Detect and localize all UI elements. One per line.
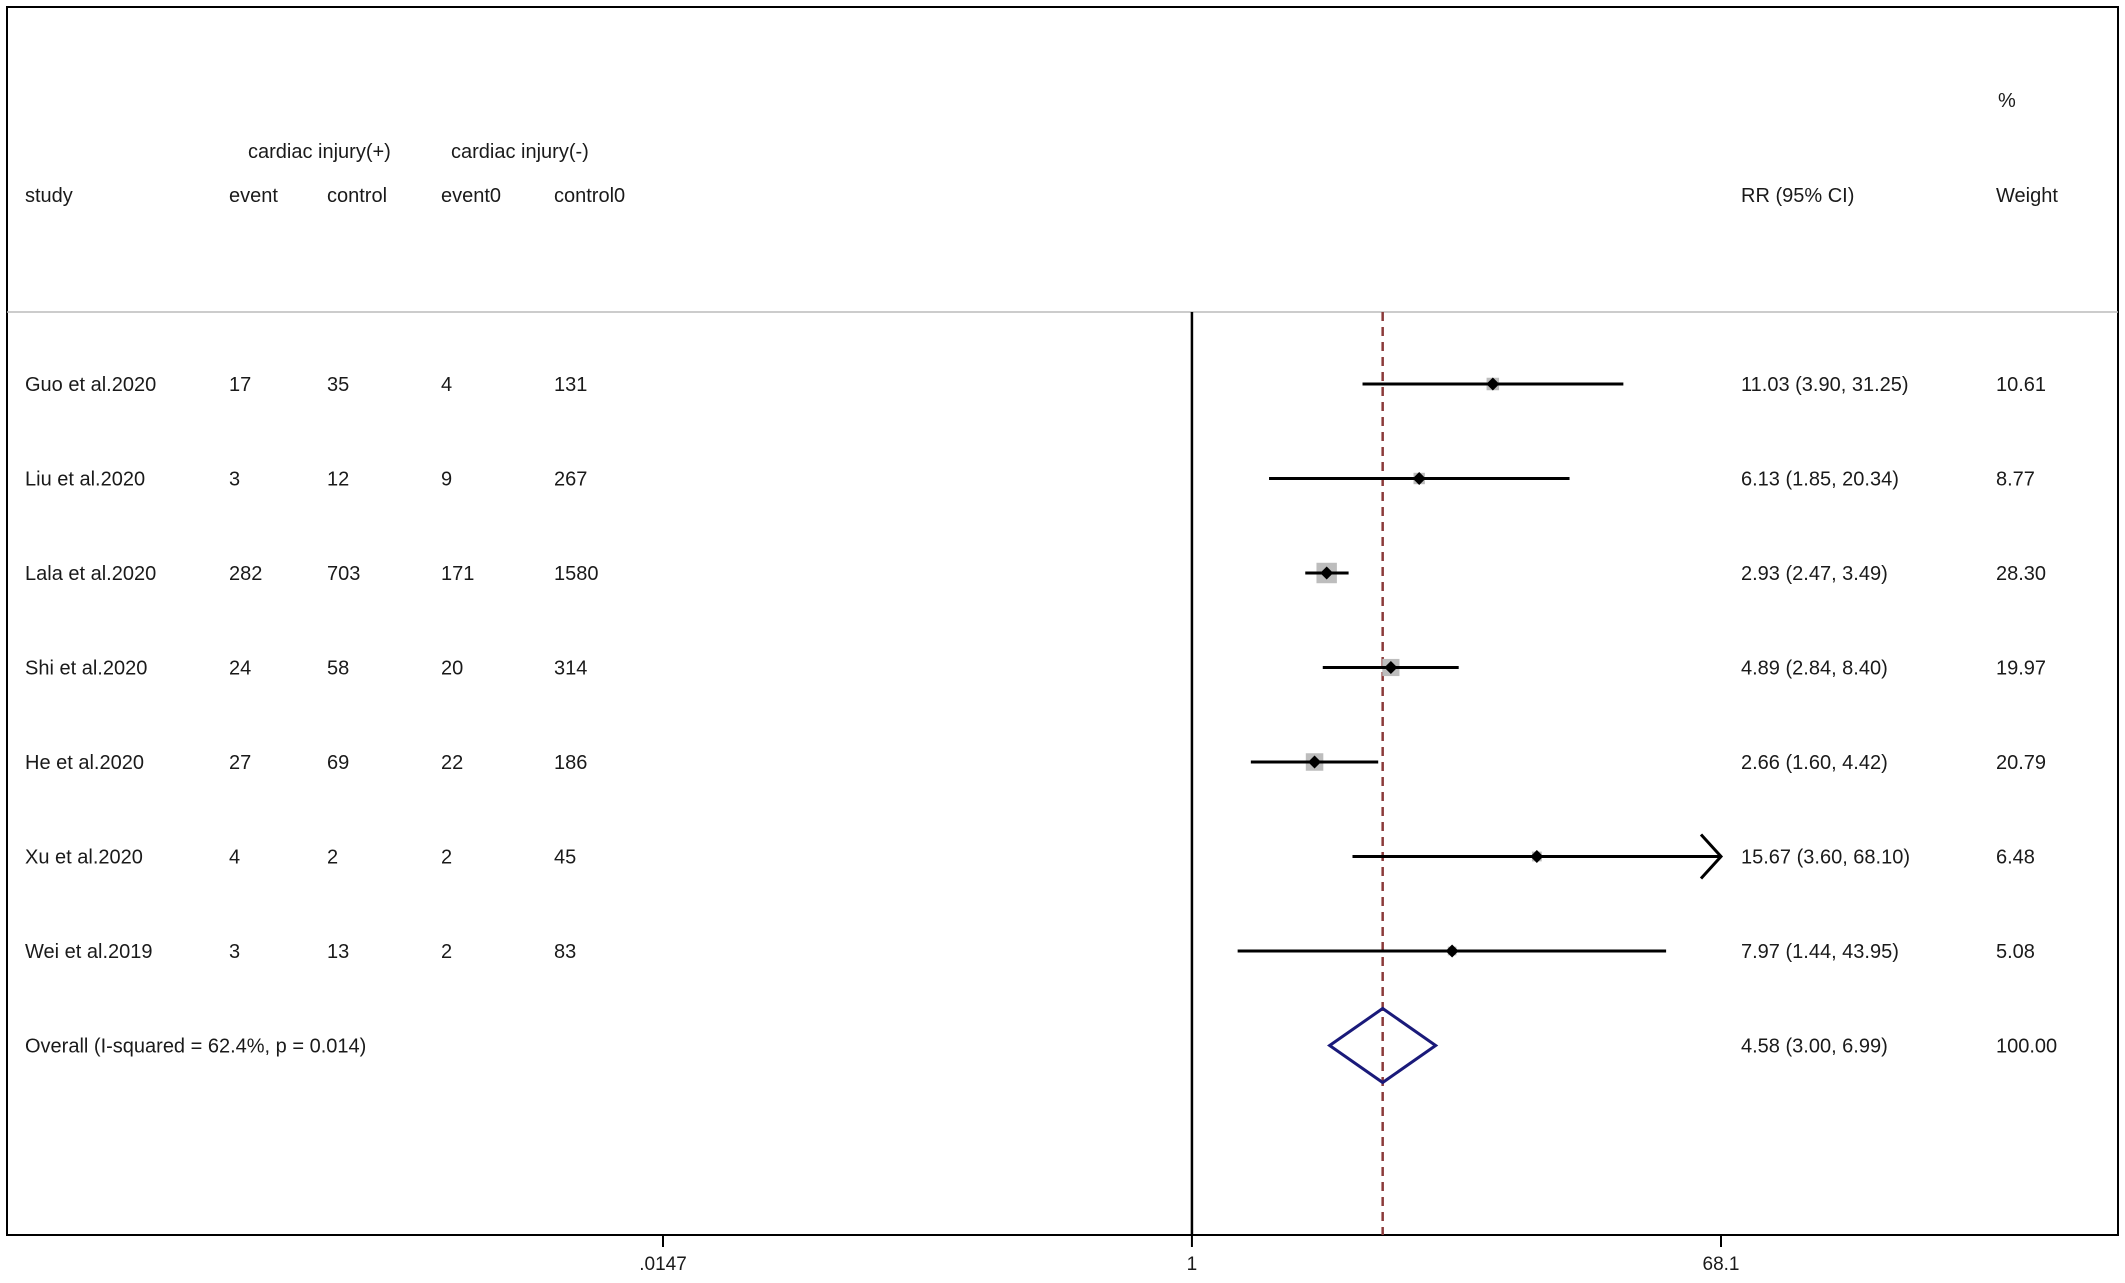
study-name: Shi et al.2020 xyxy=(25,658,147,680)
header-cardiac-injury-pos: cardiac injury(+) xyxy=(248,141,391,163)
control-count: 69 xyxy=(327,752,349,774)
event-count: 3 xyxy=(229,941,240,963)
overall-diamond xyxy=(1327,1006,1439,1085)
rr-ci-value: 15.67 (3.60, 68.10) xyxy=(1741,847,1910,869)
study-name: Wei et al.2019 xyxy=(25,941,153,963)
overall-label: Overall (I-squared = 62.4%, p = 0.014) xyxy=(25,1036,366,1058)
ci-arrow-icon xyxy=(1699,833,1724,880)
point-estimate xyxy=(1308,755,1322,769)
header-event0: event0 xyxy=(441,185,501,207)
control-count: 13 xyxy=(327,941,349,963)
point-estimate xyxy=(1530,850,1544,863)
plot-marks xyxy=(1190,312,1724,1235)
event0-count: 20 xyxy=(441,658,463,680)
control-count: 703 xyxy=(327,563,360,585)
header-cardiac-injury-neg: cardiac injury(-) xyxy=(451,141,589,163)
control-count: 2 xyxy=(327,847,338,869)
event-count: 17 xyxy=(229,374,251,396)
control0-count: 1580 xyxy=(554,563,599,585)
study-name: Liu et al.2020 xyxy=(25,469,145,491)
x-tick-label: .0147 xyxy=(639,1254,687,1275)
column-headers: cardiac injury(+) cardiac injury(-) stud… xyxy=(25,90,2058,207)
header-event: event xyxy=(229,185,278,207)
x-tick-label: 68.1 xyxy=(1703,1254,1740,1275)
study-name: He et al.2020 xyxy=(25,752,144,774)
rr-ci-value: 4.89 (2.84, 8.40) xyxy=(1741,658,1888,680)
header-control0: control0 xyxy=(554,185,625,207)
event0-count: 171 xyxy=(441,563,474,585)
event0-count: 4 xyxy=(441,374,452,396)
event0-count: 2 xyxy=(441,847,452,869)
control-count: 58 xyxy=(327,658,349,680)
header-weight: Weight xyxy=(1996,185,2058,207)
weight-value: 19.97 xyxy=(1996,658,2046,680)
rr-ci-value: 2.66 (1.60, 4.42) xyxy=(1741,752,1888,774)
rr-ci-value: 6.13 (1.85, 20.34) xyxy=(1741,469,1899,491)
event-count: 3 xyxy=(229,469,240,491)
rr-ci-value: 11.03 (3.90, 31.25) xyxy=(1741,374,1909,396)
overall-weight: 100.00 xyxy=(1996,1036,2057,1058)
event-count: 282 xyxy=(229,563,262,585)
control0-count: 45 xyxy=(554,847,576,869)
event0-count: 22 xyxy=(441,752,463,774)
weight-value: 6.48 xyxy=(1996,847,2035,869)
point-estimate xyxy=(1384,661,1398,674)
overall-rr-ci: 4.58 (3.00, 6.99) xyxy=(1741,1036,1888,1058)
rr-ci-value: 7.97 (1.44, 43.95) xyxy=(1741,941,1899,963)
event0-count: 9 xyxy=(441,469,452,491)
point-estimate xyxy=(1486,377,1500,391)
weight-value: 20.79 xyxy=(1996,752,2046,774)
point-estimate xyxy=(1320,566,1334,580)
control-count: 35 xyxy=(327,374,349,396)
weight-value: 10.61 xyxy=(1996,374,2046,396)
rr-ci-value: 2.93 (2.47, 3.49) xyxy=(1741,563,1888,585)
event0-count: 2 xyxy=(441,941,452,963)
study-name: Xu et al.2020 xyxy=(25,847,143,869)
event-count: 27 xyxy=(229,752,251,774)
study-name: Lala et al.2020 xyxy=(25,563,156,585)
control0-count: 267 xyxy=(554,469,587,491)
x-axis: .0147 1 68.1 xyxy=(639,1235,1739,1275)
control0-count: 131 xyxy=(554,374,587,396)
header-study: study xyxy=(25,185,73,207)
header-percent: % xyxy=(1998,90,2016,112)
study-name: Guo et al.2020 xyxy=(25,374,156,396)
plot-frame xyxy=(6,6,2119,1236)
study-rows: Guo et al.2020 17 35 4 131 11.03 (3.90, 31.25… xyxy=(25,374,2057,1058)
control0-count: 83 xyxy=(554,941,576,963)
point-estimate xyxy=(1445,944,1459,958)
point-estimate xyxy=(1412,472,1426,485)
weight-value: 5.08 xyxy=(1996,941,2035,963)
x-tick-label: 1 xyxy=(1187,1254,1198,1275)
event-count: 4 xyxy=(229,847,240,869)
header-control: control xyxy=(327,185,387,207)
header-rr: RR (95% CI) xyxy=(1741,185,1854,207)
event-count: 24 xyxy=(229,658,251,680)
control0-count: 314 xyxy=(554,658,587,680)
weight-value: 28.30 xyxy=(1996,563,2046,585)
weight-value: 8.77 xyxy=(1996,469,2035,491)
control0-count: 186 xyxy=(554,752,587,774)
control-count: 12 xyxy=(327,469,349,491)
